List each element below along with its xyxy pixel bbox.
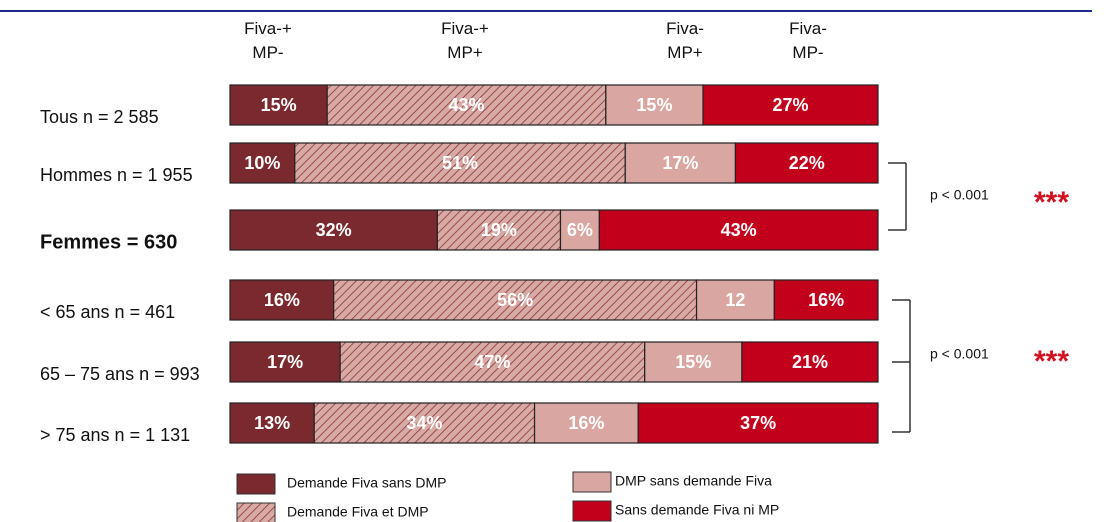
bar-segment: [734, 142, 879, 184]
legend-swatch: [572, 500, 612, 522]
value-label: 17%: [267, 352, 303, 372]
value-label: 16%: [264, 290, 300, 310]
value-label: 21%: [792, 352, 828, 372]
column-header-line: MP+: [447, 43, 483, 62]
value-label: 10%: [244, 153, 280, 173]
bar-segment: [637, 402, 879, 444]
column-header-line: MP-: [252, 43, 283, 62]
bar-segment: [229, 209, 438, 251]
p-value: p < 0.001: [930, 346, 989, 362]
column-header-line: Fiva-: [666, 19, 704, 38]
value-label: 13%: [254, 413, 290, 433]
value-label: 47%: [474, 352, 510, 372]
bar-segment: [644, 341, 743, 383]
bar-segment: [598, 209, 879, 251]
category-label: > 75 ans n = 1 131: [40, 425, 190, 445]
legend-label: DMP sans demande Fiva: [615, 473, 772, 489]
value-label: 27%: [773, 95, 809, 115]
p-value: p < 0.001: [930, 187, 989, 203]
column-header-line: Fiva-: [789, 19, 827, 38]
bar-segment: [436, 209, 562, 251]
value-label: 17%: [662, 153, 698, 173]
legend-label: Demande Fiva et DMP: [287, 504, 429, 520]
value-label: 15%: [636, 95, 672, 115]
value-label: 16%: [808, 290, 844, 310]
bar-segment: [326, 84, 607, 126]
category-label: Tous n = 2 585: [40, 107, 159, 127]
value-label: 15%: [261, 95, 297, 115]
bar-segment: [559, 209, 600, 251]
value-label: 16%: [568, 413, 604, 433]
column-header: Fiva- MP+: [666, 19, 704, 62]
value-label: 19%: [481, 220, 517, 240]
column-header-line: MP-: [792, 43, 823, 62]
significance-stars: ***: [1034, 186, 1069, 219]
bar-segment: [229, 402, 315, 444]
legend-swatch: [236, 502, 276, 522]
column-header: Fiva-+ MP+: [441, 19, 489, 62]
value-label: 12: [725, 290, 745, 310]
bar-segment: [702, 84, 879, 126]
significance-stars: ***: [1034, 345, 1069, 378]
value-label: 15%: [675, 352, 711, 372]
value-label: 32%: [316, 220, 352, 240]
bar-segment: [294, 142, 626, 184]
legend-swatch: [572, 471, 612, 493]
bar-segment: [741, 341, 879, 383]
category-label: 65 – 75 ans n = 993: [40, 364, 200, 384]
legend-swatch: [236, 473, 276, 495]
legend-label: Sans demande Fiva ni MP: [615, 502, 779, 518]
bar-segment: [773, 279, 879, 321]
column-header-line: MP+: [667, 43, 703, 62]
bar-segment: [339, 341, 646, 383]
value-label: 6%: [567, 220, 593, 240]
value-label: 56%: [497, 290, 533, 310]
bar-segment: [229, 279, 335, 321]
bar-segment: [605, 84, 704, 126]
column-header: Fiva- MP-: [789, 19, 827, 62]
bar-segment: [695, 279, 775, 321]
legend-label: Demande Fiva sans DMP: [287, 475, 447, 491]
category-label: < 65 ans n = 461: [40, 302, 175, 322]
value-label: 22%: [789, 153, 825, 173]
column-header: Fiva-+ MP-: [244, 19, 292, 62]
value-label: 34%: [406, 413, 442, 433]
value-label: 51%: [442, 153, 478, 173]
category-label: Hommes n = 1 955: [40, 165, 193, 185]
bar-segment: [229, 341, 341, 383]
value-label: 43%: [449, 95, 485, 115]
bar-segment: [333, 279, 698, 321]
value-label: 43%: [721, 220, 757, 240]
column-header-line: Fiva-+: [244, 19, 292, 38]
bar-segment: [533, 402, 639, 444]
value-label: 37%: [740, 413, 776, 433]
column-header-line: Fiva-+: [441, 19, 489, 38]
category-label: Femmes = 630: [40, 231, 177, 253]
